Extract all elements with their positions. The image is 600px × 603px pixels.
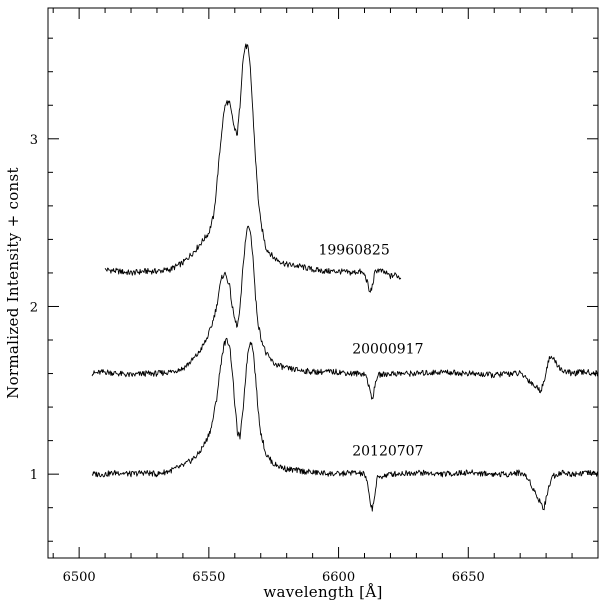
spectrum-line bbox=[104, 43, 402, 293]
tick-labels: 6500 6550 6600 6650 1 2 3 bbox=[30, 133, 485, 585]
x-tick-label: 6550 bbox=[192, 570, 225, 585]
series-annotations: 19960825 20000917 20120707 bbox=[318, 242, 423, 459]
series-label: 19960825 bbox=[318, 242, 389, 258]
series-label: 20120707 bbox=[352, 444, 423, 460]
x-tick-label: 6500 bbox=[63, 570, 96, 585]
y-tick-label: 3 bbox=[30, 133, 38, 148]
y-axis-label: Normalized Intensity + const bbox=[4, 167, 22, 399]
x-tick-label: 6600 bbox=[322, 570, 355, 585]
spectrum-line bbox=[91, 337, 599, 512]
spectrum-series-group bbox=[91, 43, 599, 512]
x-axis-label: wavelength [Å] bbox=[263, 583, 382, 601]
x-tick-label: 6650 bbox=[452, 570, 485, 585]
series-label: 20000917 bbox=[352, 341, 423, 357]
axis-ticks bbox=[48, 8, 599, 558]
y-tick-label: 1 bbox=[30, 468, 38, 483]
plot-frame bbox=[47, 7, 599, 559]
spectrum-line bbox=[91, 225, 599, 400]
y-tick-label: 2 bbox=[30, 300, 38, 315]
